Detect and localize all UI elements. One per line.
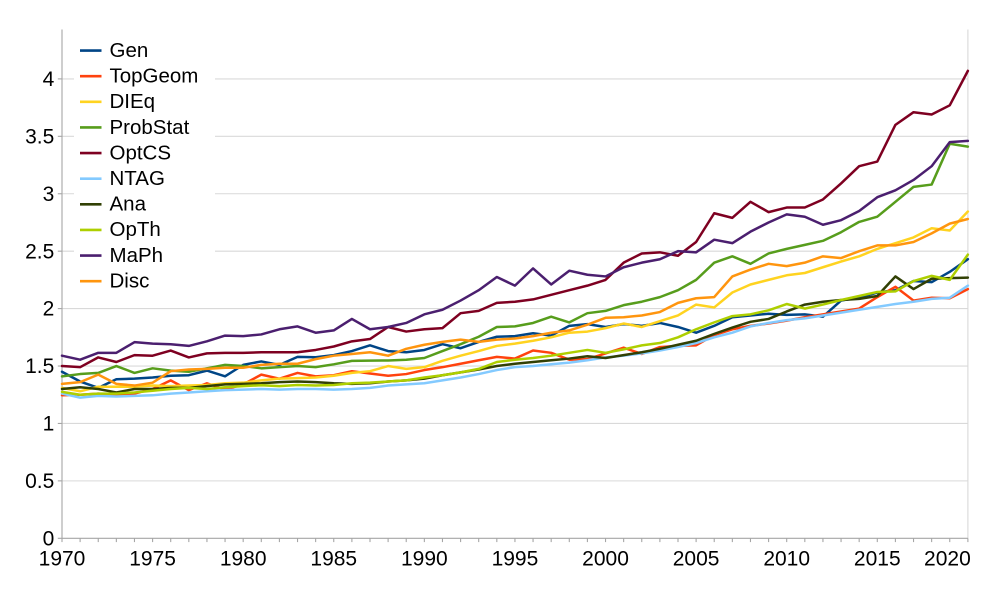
svg-text:2: 2 xyxy=(43,298,55,321)
svg-text:4: 4 xyxy=(43,68,55,91)
svg-text:Disc: Disc xyxy=(110,269,150,292)
svg-text:Ana: Ana xyxy=(110,193,147,216)
svg-text:2020: 2020 xyxy=(924,548,971,571)
svg-text:3.5: 3.5 xyxy=(25,125,54,148)
svg-text:2010: 2010 xyxy=(763,548,810,571)
svg-text:NTAG: NTAG xyxy=(110,167,165,190)
svg-text:1990: 1990 xyxy=(401,548,448,571)
svg-text:0: 0 xyxy=(43,527,55,550)
svg-text:TopGeom: TopGeom xyxy=(110,65,199,88)
svg-text:2.5: 2.5 xyxy=(25,240,54,263)
svg-text:1.5: 1.5 xyxy=(25,355,54,378)
svg-text:1970: 1970 xyxy=(39,548,86,571)
svg-text:1: 1 xyxy=(43,413,55,436)
svg-text:1980: 1980 xyxy=(220,548,267,571)
svg-text:0.5: 0.5 xyxy=(25,470,54,493)
svg-text:DIEq: DIEq xyxy=(110,90,156,113)
svg-text:1995: 1995 xyxy=(492,548,539,571)
svg-text:2005: 2005 xyxy=(673,548,720,571)
svg-text:ProbStat: ProbStat xyxy=(110,116,190,139)
svg-text:3: 3 xyxy=(43,183,55,206)
svg-text:OptCS: OptCS xyxy=(110,141,172,164)
svg-text:2000: 2000 xyxy=(582,548,629,571)
svg-text:1985: 1985 xyxy=(310,548,357,571)
svg-text:2015: 2015 xyxy=(854,548,901,571)
svg-text:OpTh: OpTh xyxy=(110,218,161,241)
svg-text:Gen: Gen xyxy=(110,39,149,62)
svg-text:1975: 1975 xyxy=(129,548,176,571)
svg-text:MaPh: MaPh xyxy=(110,244,164,267)
